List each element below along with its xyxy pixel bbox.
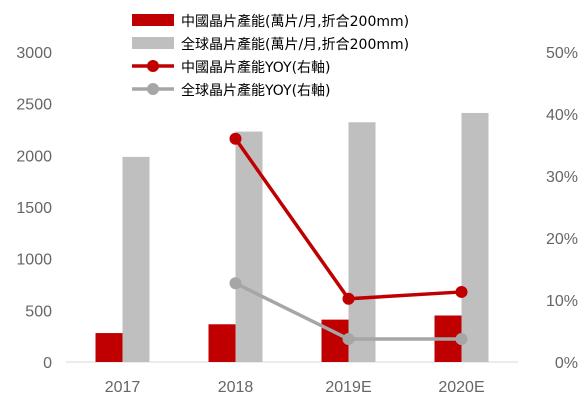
legend-swatch-marker xyxy=(147,60,159,72)
y-left-tick-label: 3000 xyxy=(16,45,52,62)
legend-swatch-marker xyxy=(147,83,159,95)
x-tick-label: 2017 xyxy=(105,379,141,396)
y-left-tick-label: 2000 xyxy=(16,148,52,165)
point-global-yoy xyxy=(455,333,468,346)
point-china-yoy xyxy=(455,285,468,298)
y-left-tick-label: 1500 xyxy=(16,200,52,217)
bars xyxy=(95,112,489,363)
legend-label: 全球晶片產能YOY(右軸) xyxy=(181,82,331,99)
y-left-tick-label: 500 xyxy=(25,303,52,320)
tick-labels: 0 500 1000 1500 2000 2500 3000 0% 10% 20% 30% 40% 50… xyxy=(16,45,578,396)
y-left-tick-label: 2500 xyxy=(16,97,52,114)
bar-global xyxy=(235,131,263,362)
bar-global xyxy=(348,122,376,363)
y-right-tick-label: 10% xyxy=(546,293,578,310)
bar-china xyxy=(208,324,236,362)
legend-label: 中國晶片產能(萬片/月,折合200mm) xyxy=(181,13,409,30)
legend-swatch-bar xyxy=(132,14,174,26)
legend: 中國晶片產能(萬片/月,折合200mm) 全球晶片產能(萬片/月,折合200mm)… xyxy=(132,13,409,99)
y-right-tick-label: 40% xyxy=(546,107,578,124)
y-left-tick-label: 0 xyxy=(43,355,52,372)
bar-global xyxy=(122,156,150,362)
y-right-tick-label: 30% xyxy=(546,169,578,186)
y-right-tick-label: 50% xyxy=(546,45,578,62)
x-tick-label: 2018 xyxy=(218,379,254,396)
bar-global xyxy=(461,112,489,362)
point-global-yoy xyxy=(342,333,355,346)
point-china-yoy xyxy=(229,132,242,145)
y-left-tick-label: 1000 xyxy=(16,252,52,269)
point-china-yoy xyxy=(342,292,355,305)
lines xyxy=(229,132,468,346)
x-tick-label: 2019E xyxy=(325,379,371,396)
legend-swatch-bar xyxy=(132,37,174,49)
legend-label: 全球晶片產能(萬片/月,折合200mm) xyxy=(181,36,409,53)
y-right-tick-label: 20% xyxy=(546,231,578,248)
point-global-yoy xyxy=(229,277,242,290)
y-right-tick-label: 0% xyxy=(555,355,578,372)
bar-china xyxy=(95,333,123,362)
legend-label: 中國晶片產能YOY(右軸) xyxy=(181,59,331,76)
x-tick-label: 2020E xyxy=(438,379,484,396)
